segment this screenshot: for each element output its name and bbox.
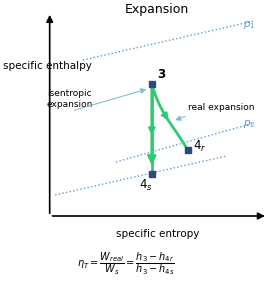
Text: $4_r$: $4_r$ [193,139,207,154]
Text: Expansion: Expansion [125,3,189,16]
Text: specific entropy: specific entropy [116,229,199,239]
Text: $p_1$: $p_1$ [243,19,256,31]
Text: $p_2$: $p_2$ [243,118,255,130]
Text: $4_s$: $4_s$ [139,178,153,193]
Text: specific enthalpy: specific enthalpy [3,61,92,71]
Text: isentropic
expansion: isentropic expansion [47,89,93,109]
Text: $\eta_T = \dfrac{W_{real}}{W_s} = \dfrac{h_3 - h_{4r}}{h_3 - h_{4s}}$: $\eta_T = \dfrac{W_{real}}{W_s} = \dfrac… [77,251,175,277]
Text: real expansion: real expansion [188,103,254,112]
Text: 3: 3 [157,68,165,81]
